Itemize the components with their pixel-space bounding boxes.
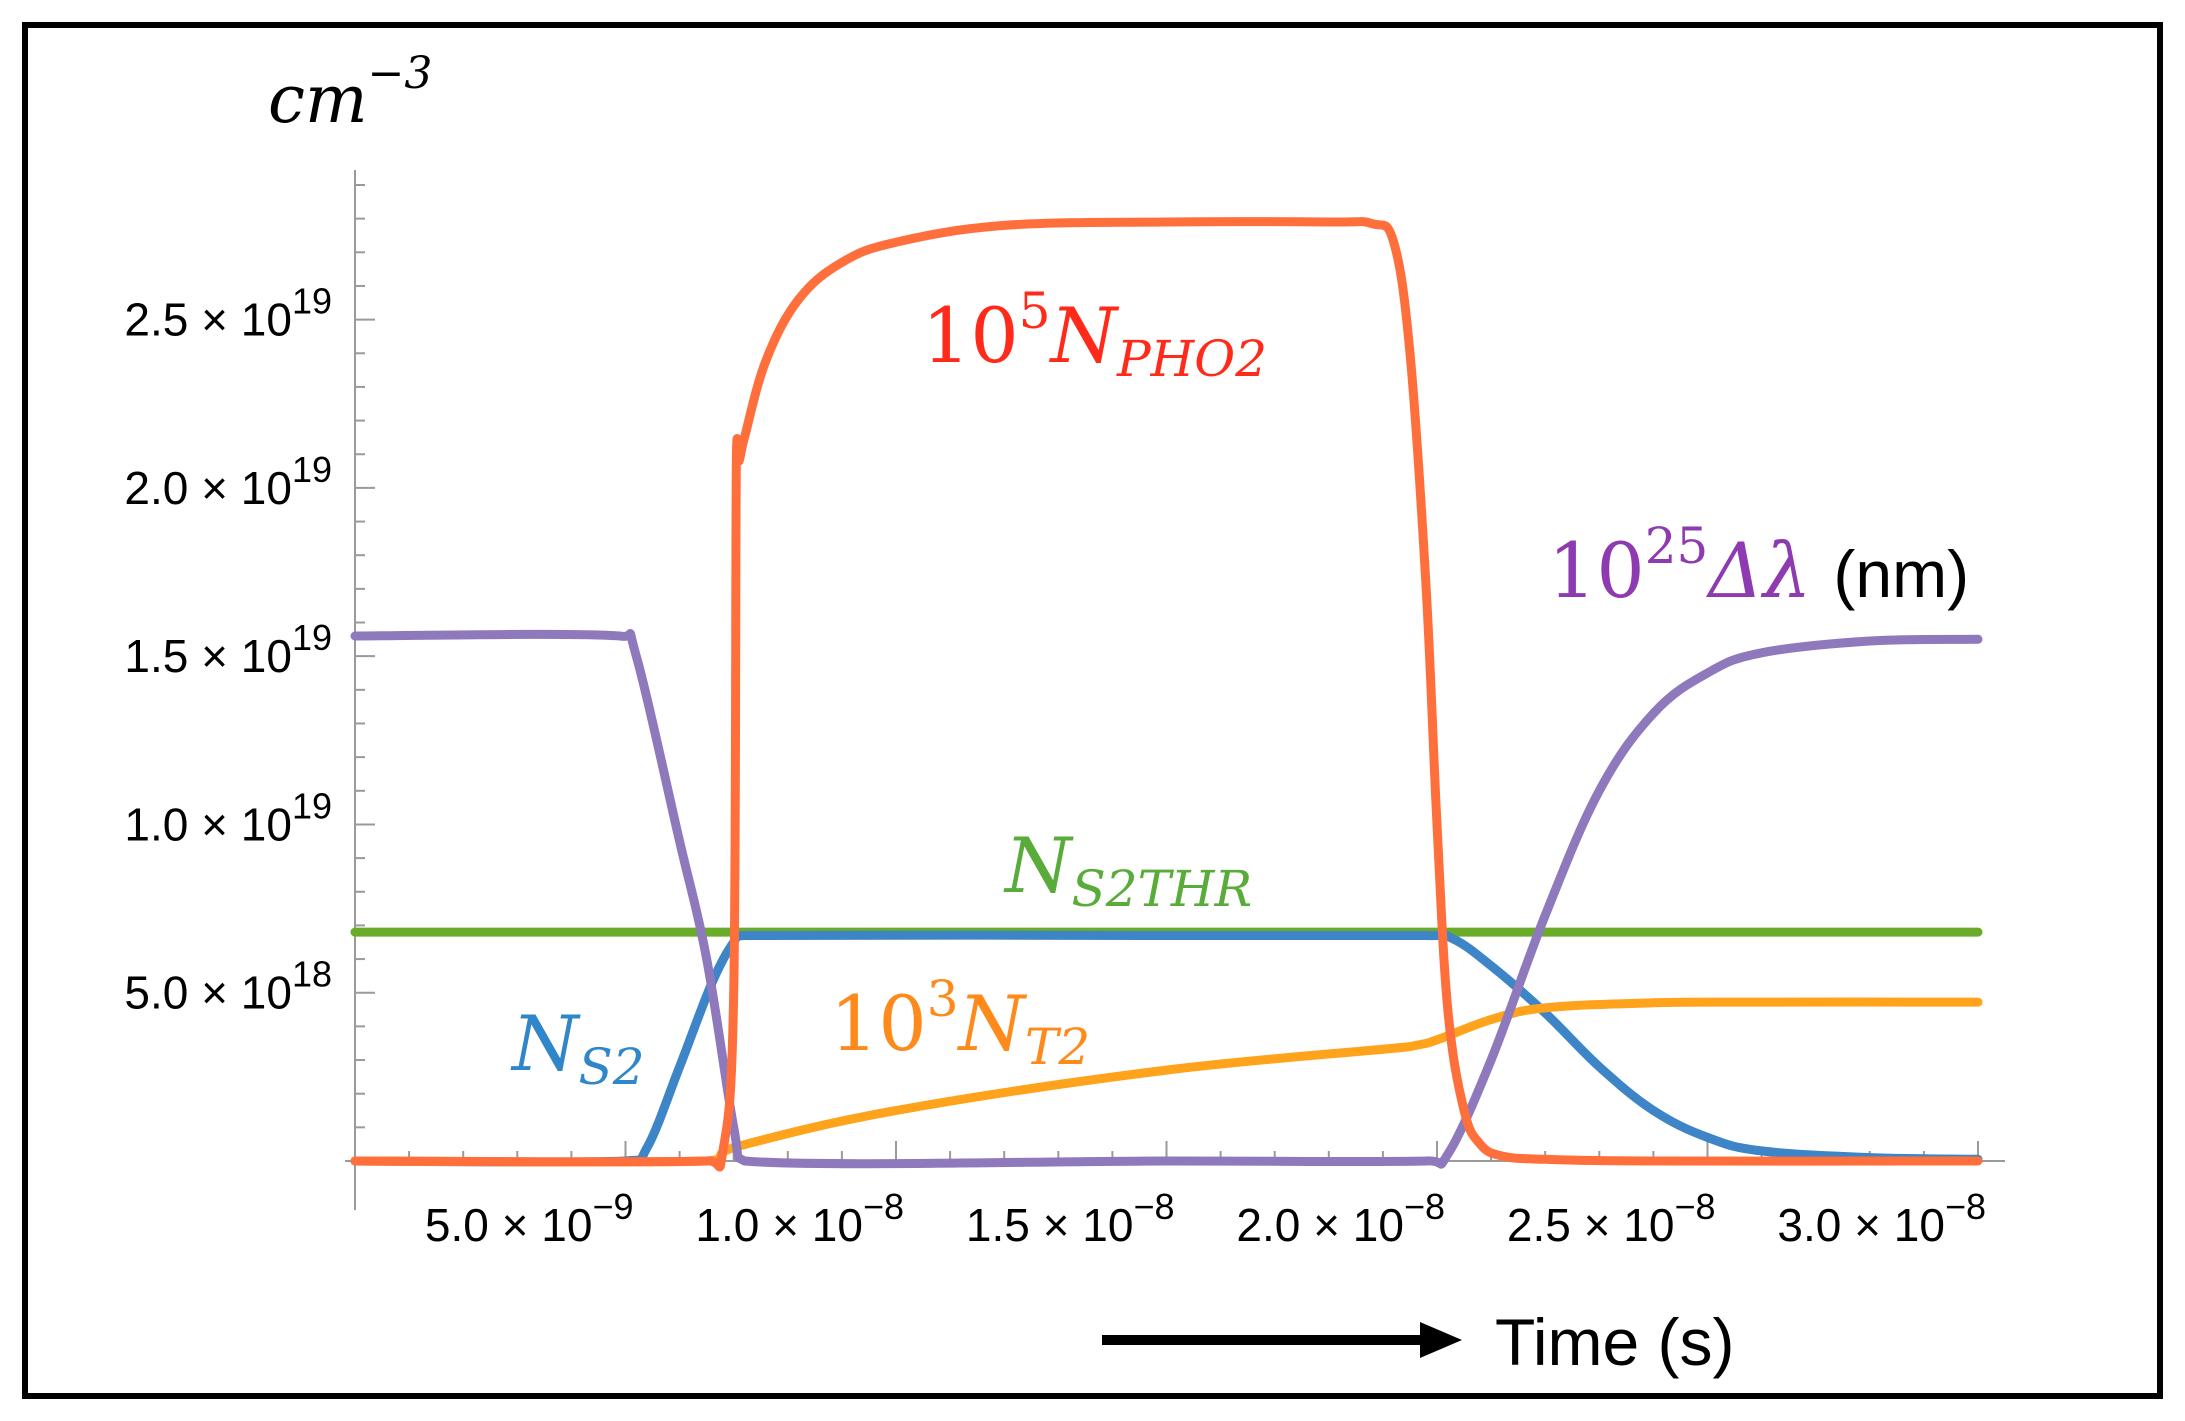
series-line-ns2	[350, 930, 1983, 1167]
label-s2thr: NS2THR	[1003, 821, 1252, 918]
x-tick-label: 2.5 × 10−8	[1507, 1186, 1716, 1251]
y-tick-label: 2.0 × 1019	[124, 449, 332, 514]
y-axis-label-base: cm	[268, 61, 368, 138]
label-nt2: 103NT2	[830, 970, 1090, 1076]
y-tick-exponent: 19	[292, 617, 332, 658]
x-axis-label: Time (s)	[1495, 1305, 1735, 1379]
label-delta-lambda-coef: 10	[1548, 526, 1645, 615]
x-tick-exponent: −8	[1674, 1186, 1715, 1227]
y-tick-exponent: 18	[292, 954, 332, 995]
y-tick-mantissa: 2.5 × 10	[124, 294, 292, 346]
x-tick-label: 2.0 × 10−8	[1236, 1186, 1445, 1251]
label-nt2-coef-exp: 3	[927, 970, 959, 1028]
x-tick-label: 5.0 × 10−9	[425, 1186, 634, 1251]
x-tick-label: 1.5 × 10−8	[966, 1186, 1175, 1251]
label-pho2: 105NPHO2	[922, 282, 1267, 388]
y-tick-label: 1.0 × 1019	[124, 785, 332, 850]
x-tick-exponent: −8	[1133, 1186, 1174, 1227]
series-line-npho2	[350, 217, 1983, 1172]
label-nt2-coef: 10	[830, 979, 927, 1068]
x-tick-exponent: −8	[1404, 1186, 1445, 1227]
y-tick-mantissa: 1.0 × 10	[124, 798, 292, 850]
label-ns2-sub: S2	[579, 1038, 645, 1096]
x-tick-exponent: −8	[1945, 1186, 1986, 1227]
y-tick-mantissa: 1.5 × 10	[124, 630, 292, 682]
x-tick-label: 1.0 × 10−8	[695, 1186, 904, 1251]
x-tick-mantissa: 2.5 × 10	[1507, 1199, 1675, 1251]
x-tick-exponent: −8	[863, 1186, 904, 1227]
y-tick-label: 2.5 × 1019	[124, 281, 332, 346]
x-tick-mantissa: 1.0 × 10	[695, 1199, 863, 1251]
label-nt2-sub: T2	[1025, 1018, 1090, 1076]
x-tick-mantissa: 2.0 × 10	[1236, 1199, 1404, 1251]
figure-frame	[22, 22, 2163, 1399]
y-tick-mantissa: 5.0 × 10	[124, 967, 292, 1019]
y-tick-exponent: 19	[292, 281, 332, 322]
x-tick-label: 3.0 × 10−8	[1777, 1186, 1986, 1251]
x-tick-mantissa: 3.0 × 10	[1777, 1199, 1945, 1251]
label-delta-lambda-symbol: Δλ	[1705, 526, 1811, 615]
label-delta-lambda-coef-exp: 25	[1645, 517, 1709, 575]
label-s2thr-symbol: N	[1003, 821, 1074, 910]
label-ns2: NS2	[510, 999, 645, 1096]
y-tick-exponent: 19	[292, 449, 332, 490]
y-tick-label: 5.0 × 1018	[124, 954, 332, 1019]
y-tick-mantissa: 2.0 × 10	[124, 462, 292, 514]
x-tick-mantissa: 5.0 × 10	[425, 1199, 593, 1251]
label-delta-lambda-unit: (nm)	[1833, 537, 1969, 611]
label-pho2-symbol: N	[1049, 291, 1120, 380]
label-pho2-coef: 10	[922, 291, 1019, 380]
label-ns2-symbol: N	[510, 999, 581, 1088]
x-tick-mantissa: 1.5 × 10	[966, 1199, 1134, 1251]
y-axis-label-exponent: −3	[368, 48, 433, 99]
label-s2thr-sub: S2THR	[1072, 860, 1253, 918]
x-ticks: 5.0 × 10−9 1.0 × 10−8 1.5 × 10−8 2.0 × 10−8…	[425, 1141, 1986, 1251]
y-axis-label: cm−3	[268, 48, 432, 138]
label-delta-lambda: 1025Δλ (nm)	[1548, 517, 1969, 615]
x-tick-exponent: −9	[592, 1186, 633, 1227]
label-nt2-symbol: N	[957, 979, 1028, 1068]
series-line-delta-lambda	[350, 629, 1983, 1169]
y-minor-ticks	[355, 184, 365, 1129]
label-pho2-sub: PHO2	[1116, 330, 1267, 388]
y-tick-label: 1.5 × 1019	[124, 617, 332, 682]
series-lines	[350, 217, 1983, 1172]
time-arrow-icon	[1420, 1322, 1462, 1358]
label-pho2-coef-exp: 5	[1019, 282, 1051, 340]
y-tick-exponent: 19	[292, 785, 332, 826]
